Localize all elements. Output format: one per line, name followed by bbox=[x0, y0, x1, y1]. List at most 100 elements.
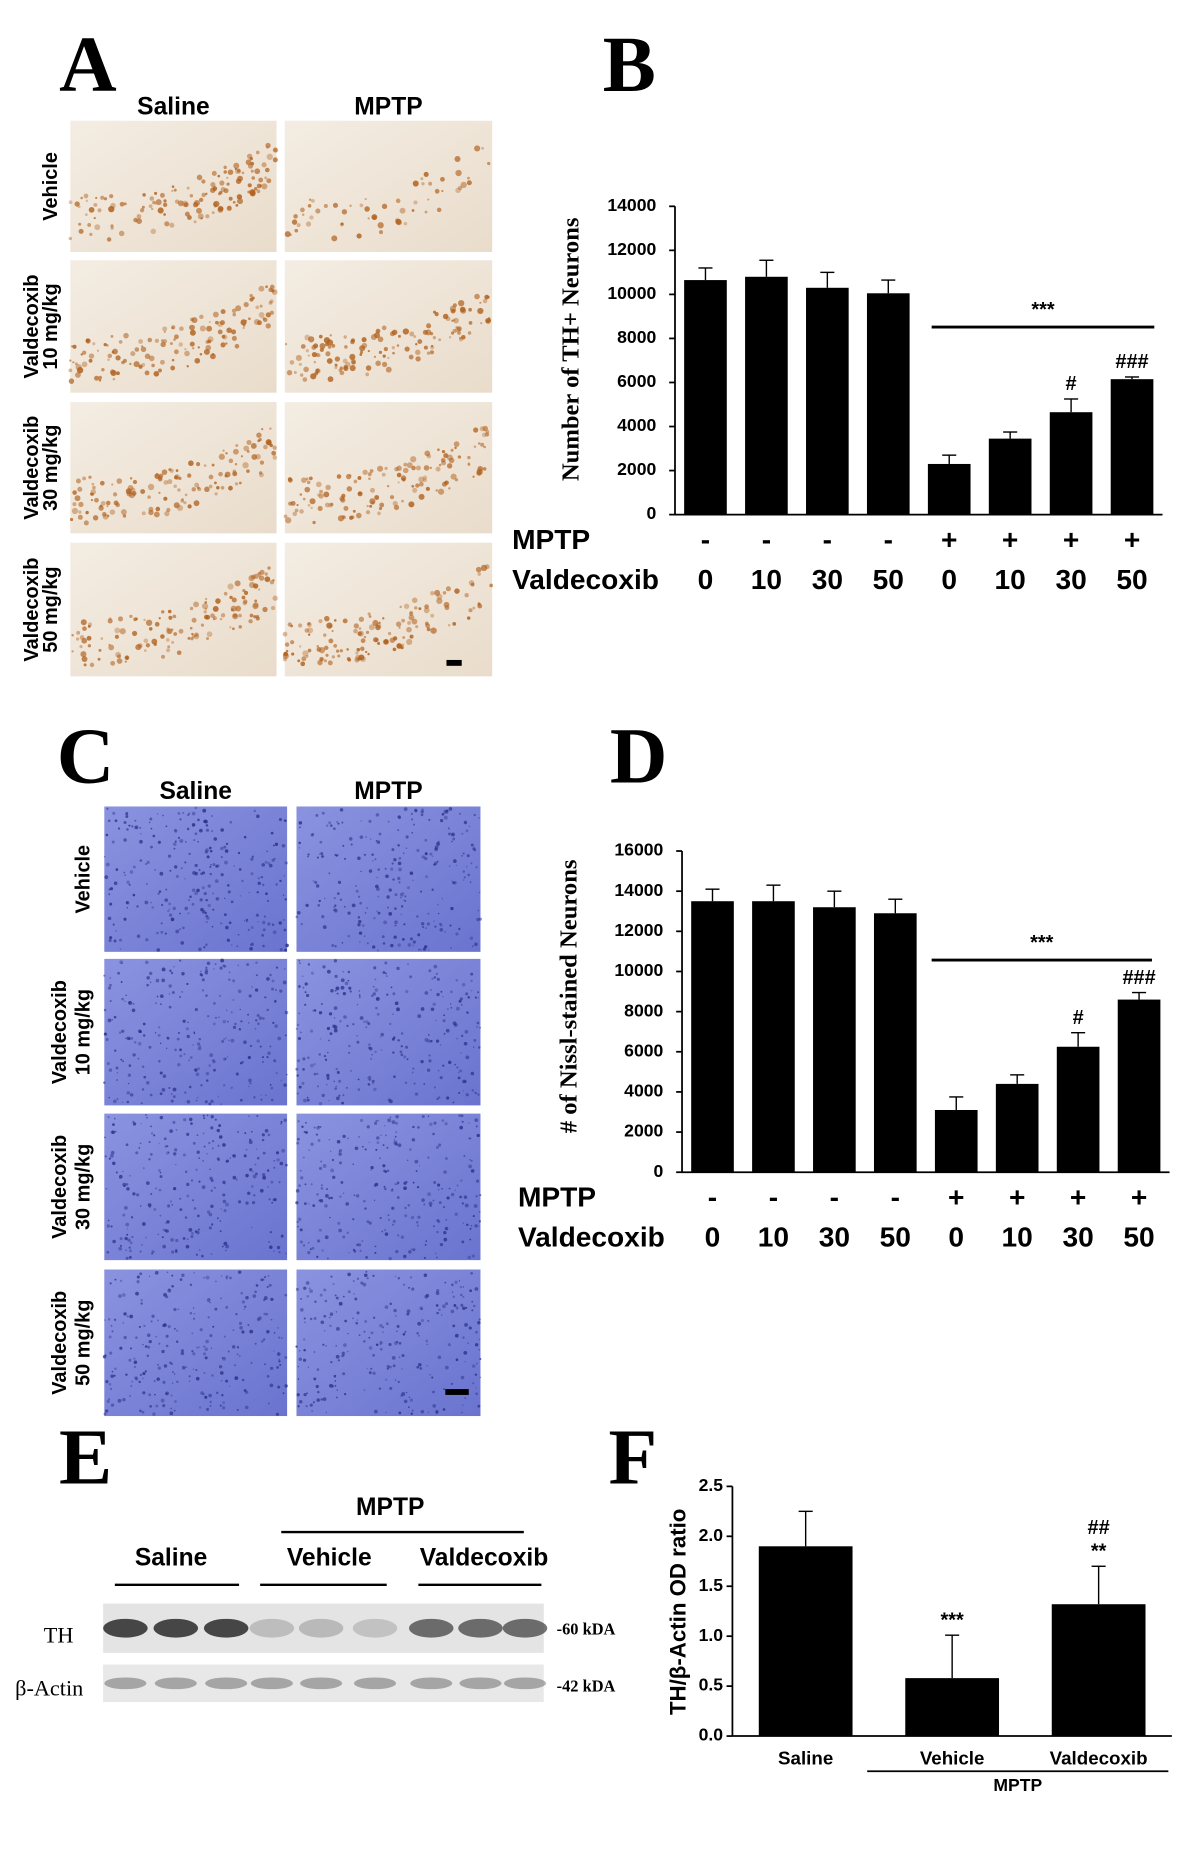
stain-dot bbox=[174, 1049, 177, 1052]
stain-dot bbox=[396, 199, 401, 204]
stain-dot bbox=[337, 1389, 338, 1390]
stain-dot bbox=[276, 1072, 278, 1074]
stain-dot bbox=[348, 1052, 350, 1054]
stain-dot bbox=[357, 1278, 359, 1280]
stain-dot bbox=[72, 508, 78, 514]
stain-dot bbox=[229, 626, 231, 628]
stain-dot bbox=[463, 1351, 467, 1355]
stain-dot bbox=[187, 828, 190, 831]
stain-dot bbox=[90, 663, 94, 667]
stain-dot bbox=[302, 650, 308, 656]
stain-dot bbox=[257, 921, 258, 922]
x-tick-label: - bbox=[762, 524, 771, 555]
stain-dot bbox=[337, 823, 339, 825]
stain-dot bbox=[99, 379, 102, 382]
stain-dot bbox=[198, 1181, 200, 1183]
stain-dot bbox=[344, 906, 346, 908]
stain-dot bbox=[127, 1091, 130, 1094]
stain-dot bbox=[188, 1228, 192, 1232]
stain-dot bbox=[383, 1144, 385, 1146]
stain-dot bbox=[421, 182, 424, 185]
stain-dot bbox=[458, 455, 461, 458]
stain-dot bbox=[166, 627, 169, 630]
stain-dot bbox=[480, 443, 484, 447]
stain-dot bbox=[331, 944, 334, 947]
stain-dot bbox=[297, 1221, 299, 1223]
stain-dot bbox=[368, 1083, 371, 1086]
stain-dot bbox=[135, 644, 141, 650]
stain-dot bbox=[169, 1006, 172, 1009]
stain-dot bbox=[173, 615, 177, 619]
stain-dot bbox=[317, 1368, 320, 1371]
stain-dot bbox=[374, 1252, 376, 1254]
stain-dot bbox=[111, 483, 113, 485]
stain-dot bbox=[173, 842, 177, 846]
stain-dot bbox=[306, 1392, 308, 1394]
stain-dot bbox=[477, 572, 480, 575]
stain-dot bbox=[270, 1384, 274, 1388]
stain-dot bbox=[443, 1408, 446, 1411]
stain-dot bbox=[235, 463, 237, 465]
stain-dot bbox=[358, 631, 364, 637]
stain-dot bbox=[348, 1252, 349, 1253]
stain-dot bbox=[139, 1326, 141, 1328]
stain-dot bbox=[163, 1074, 167, 1078]
stain-dot bbox=[158, 1026, 160, 1028]
stain-dot bbox=[479, 302, 481, 304]
stain-dot bbox=[364, 1207, 366, 1209]
stain-dot bbox=[392, 1356, 396, 1360]
stain-dot bbox=[360, 871, 361, 872]
stain-dot bbox=[349, 205, 351, 207]
stain-dot bbox=[472, 476, 474, 478]
stain-dot bbox=[358, 990, 360, 992]
stain-dot bbox=[343, 1296, 345, 1298]
stain-dot bbox=[328, 639, 333, 644]
stain-dot bbox=[379, 230, 383, 234]
stain-dot bbox=[104, 1136, 106, 1138]
stain-dot bbox=[323, 1397, 327, 1401]
stain-dot bbox=[428, 1034, 430, 1036]
stain-dot bbox=[228, 1351, 230, 1353]
x-tick-label: + bbox=[1009, 1182, 1025, 1213]
stain-dot bbox=[305, 1131, 308, 1134]
stain-dot bbox=[165, 889, 167, 891]
stain-dot bbox=[134, 1360, 137, 1363]
stain-dot bbox=[264, 915, 266, 917]
stain-dot bbox=[483, 467, 487, 471]
stain-dot bbox=[340, 899, 342, 901]
stain-dot bbox=[334, 905, 336, 907]
stain-dot bbox=[200, 971, 202, 973]
stain-dot bbox=[353, 629, 358, 634]
stain-dot bbox=[472, 1382, 474, 1384]
stain-dot bbox=[416, 849, 419, 852]
stain-dot bbox=[108, 1398, 110, 1400]
stain-dot bbox=[316, 1398, 319, 1401]
stain-dot bbox=[186, 1195, 189, 1198]
stain-dot bbox=[386, 1147, 388, 1149]
stain-dot bbox=[267, 566, 270, 569]
stain-dot bbox=[140, 833, 141, 834]
stain-dot bbox=[182, 812, 184, 814]
stain-dot bbox=[319, 1011, 322, 1014]
stain-dot bbox=[213, 1002, 216, 1005]
stain-dot bbox=[262, 1056, 264, 1058]
stain-dot bbox=[156, 1377, 160, 1381]
stain-dot bbox=[339, 1020, 341, 1022]
stain-dot bbox=[440, 924, 443, 927]
stain-dot bbox=[384, 1125, 386, 1127]
stain-dot bbox=[373, 966, 376, 969]
stain-dot bbox=[161, 904, 163, 906]
stain-dot bbox=[126, 1143, 129, 1146]
stain-dot bbox=[200, 973, 203, 976]
stain-dot bbox=[307, 1056, 310, 1059]
x-tick-label: 50 bbox=[1116, 564, 1147, 595]
x-tick-label: + bbox=[948, 1182, 964, 1213]
stain-dot bbox=[453, 303, 457, 307]
stain-dot bbox=[390, 1303, 392, 1305]
stain-dot bbox=[411, 813, 413, 815]
stain-dot bbox=[474, 145, 480, 151]
stain-dot bbox=[219, 180, 224, 185]
stain-dot bbox=[136, 218, 142, 224]
x-tick-label: - bbox=[830, 1182, 839, 1213]
stain-dot bbox=[434, 925, 436, 927]
